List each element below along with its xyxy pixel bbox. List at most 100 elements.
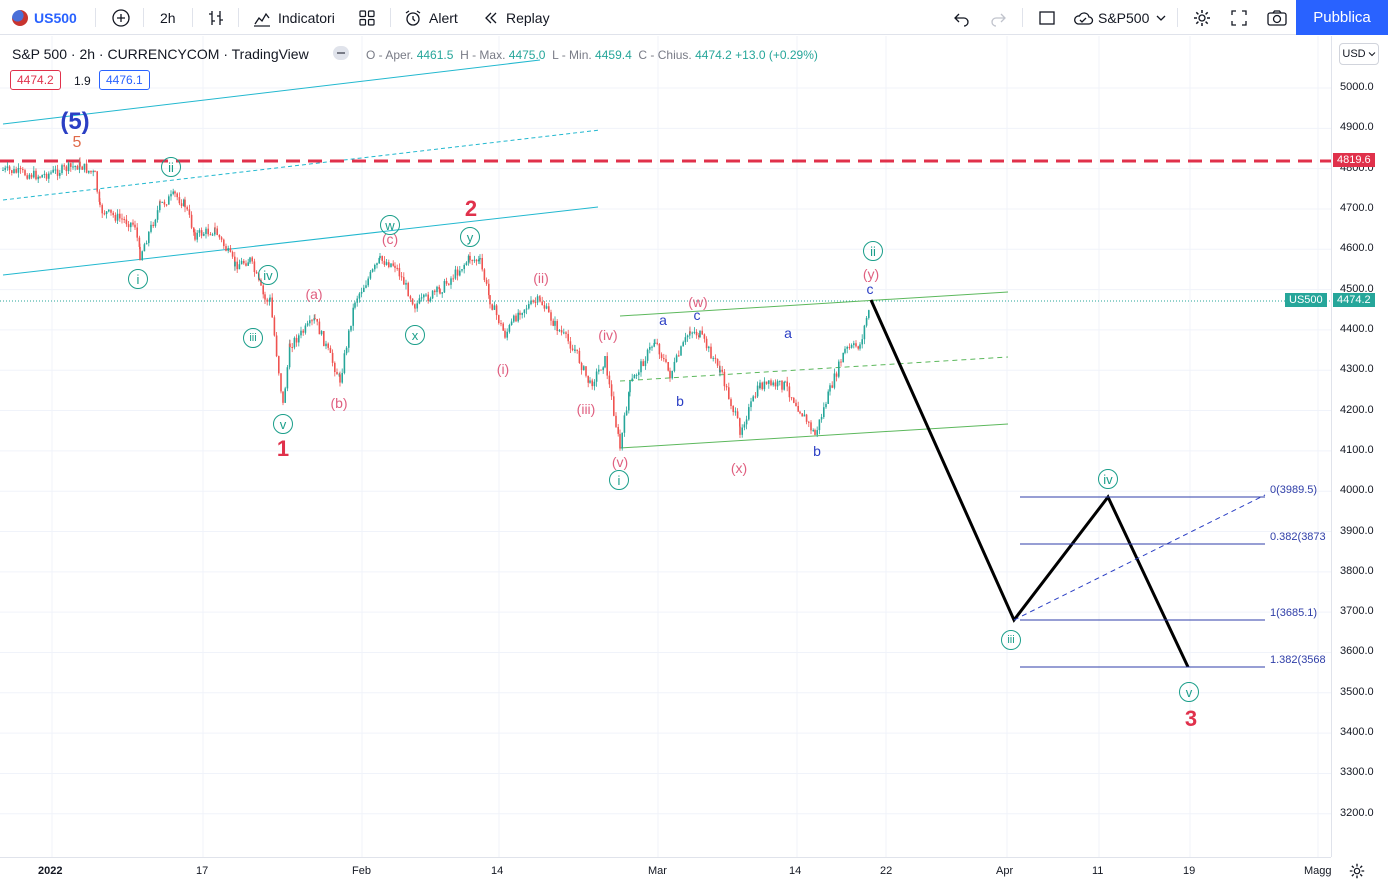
candle-body xyxy=(396,267,398,269)
candle-body xyxy=(439,289,441,294)
us-flag-icon xyxy=(12,9,28,26)
candle-body xyxy=(313,318,315,321)
price-scale[interactable] xyxy=(1331,36,1388,857)
time-label: 22 xyxy=(880,865,893,877)
toolbar-divider xyxy=(390,8,391,27)
candle-body xyxy=(756,385,759,397)
candle-body xyxy=(795,402,797,407)
alert-button[interactable]: Alert xyxy=(403,0,458,35)
time-scale[interactable]: 2022 17 Feb 14 Mar 14 22 Apr 11 19 Magg xyxy=(0,857,1332,890)
candle-body xyxy=(515,315,517,322)
fullscreen-button[interactable] xyxy=(1230,0,1248,35)
chart-type-button[interactable] xyxy=(206,0,226,35)
candle-body xyxy=(139,246,141,260)
camera-icon xyxy=(1267,9,1287,26)
candle-body xyxy=(774,382,777,387)
add-symbol-button[interactable] xyxy=(111,0,131,35)
interval-button[interactable]: 2h xyxy=(160,0,176,35)
candle-body xyxy=(483,269,486,280)
candle-body xyxy=(345,347,348,354)
candle-body xyxy=(154,219,157,227)
candle-body xyxy=(83,163,86,170)
candle-body xyxy=(400,276,403,278)
currency-select[interactable]: USD xyxy=(1339,43,1379,65)
candle-body xyxy=(159,201,161,203)
price-tick-label: 3400.0 xyxy=(1340,726,1374,739)
candle-body xyxy=(656,342,658,344)
screenshot-button[interactable] xyxy=(1266,0,1288,35)
wave-circle-iv: iv xyxy=(258,265,278,285)
save-layout-button[interactable]: S&P500 xyxy=(1072,0,1167,35)
publish-button[interactable]: Pubblica xyxy=(1296,0,1388,35)
candle-body xyxy=(859,344,861,349)
redo-button[interactable] xyxy=(990,0,1008,35)
candle-body xyxy=(183,199,185,207)
candle-body xyxy=(13,169,15,174)
candle-body xyxy=(409,296,412,299)
candle-body xyxy=(161,201,163,203)
candle-body xyxy=(392,263,394,266)
candle-body xyxy=(523,309,526,314)
candle-body xyxy=(165,204,168,206)
price-tick-label: 4700.0 xyxy=(1340,201,1374,214)
wave-label-y-paren: (y) xyxy=(862,266,880,282)
price-tick-label: 4900.0 xyxy=(1340,121,1374,134)
candle-body xyxy=(420,297,423,299)
candle-body xyxy=(220,237,223,240)
candle-body xyxy=(61,165,63,174)
square-layout-icon xyxy=(1039,10,1055,25)
candle-body xyxy=(644,360,647,367)
replay-button[interactable]: Replay xyxy=(482,0,550,35)
candle-body xyxy=(170,193,172,197)
candle-body xyxy=(716,358,719,366)
candle-body xyxy=(411,298,414,305)
chart-settings-button[interactable] xyxy=(1348,862,1366,885)
candle-body xyxy=(236,261,238,270)
undo-button[interactable] xyxy=(952,0,970,35)
price-chart[interactable] xyxy=(0,36,1331,857)
candle-body xyxy=(280,373,282,392)
price-tick-label: 4500.0 xyxy=(1340,282,1374,295)
wave-label-v-paren: (v) xyxy=(611,454,629,470)
price-tick-label: 4300.0 xyxy=(1340,363,1374,376)
legend-symbol-title[interactable]: S&P 500 · 2h · CURRENCYCOM · TradingView xyxy=(12,46,309,62)
candle-body xyxy=(479,257,481,260)
candle-body xyxy=(583,366,585,371)
candle-body xyxy=(808,421,810,423)
candle-body xyxy=(678,355,680,357)
candle-body xyxy=(853,343,855,346)
settings-button[interactable] xyxy=(1192,0,1212,35)
candle-body xyxy=(728,387,730,400)
candle-body xyxy=(736,411,739,419)
toolbar-divider xyxy=(143,8,144,27)
legend-collapse-button[interactable] xyxy=(333,46,349,60)
candle-body xyxy=(863,325,866,340)
candle-body xyxy=(247,262,249,266)
candle-body xyxy=(414,307,416,309)
buy-price-button[interactable]: 4476.1 xyxy=(99,70,150,90)
candle-body xyxy=(156,210,159,220)
toolbar-divider xyxy=(1177,8,1178,27)
candle-body xyxy=(434,290,436,293)
projection-trend-line xyxy=(1013,494,1266,621)
candle-body xyxy=(850,345,853,348)
candle-body xyxy=(833,373,836,388)
candle-body xyxy=(820,417,823,420)
sell-price-button[interactable]: 4474.2 xyxy=(10,70,61,90)
candle-body xyxy=(558,330,561,332)
chart-pane[interactable] xyxy=(0,36,1331,857)
candle-body xyxy=(454,269,457,279)
candle-body xyxy=(640,361,642,373)
indicators-button[interactable]: Indicatori xyxy=(252,0,335,35)
candle-body xyxy=(667,362,669,371)
symbol-search-button[interactable]: US500 xyxy=(12,0,77,35)
candle-body xyxy=(602,367,604,371)
layout-select-button[interactable] xyxy=(1038,0,1056,35)
templates-button[interactable] xyxy=(357,0,377,35)
candle-body xyxy=(510,321,513,326)
candle-body xyxy=(500,323,502,325)
candle-body xyxy=(498,315,500,324)
green-channel-upper-line xyxy=(619,291,1009,317)
candle-body xyxy=(776,381,779,387)
candle-body xyxy=(471,260,473,262)
